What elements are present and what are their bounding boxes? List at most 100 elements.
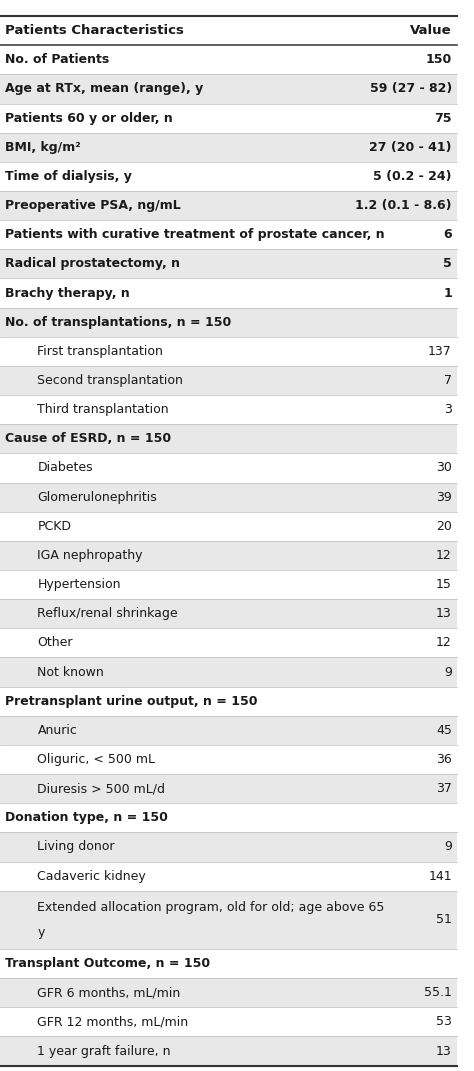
Bar xyxy=(0,1008,457,1037)
Text: 12: 12 xyxy=(436,636,452,649)
Text: Preoperative PSA, ng/mL: Preoperative PSA, ng/mL xyxy=(6,199,181,212)
Bar xyxy=(0,395,457,424)
Bar xyxy=(0,715,457,745)
Bar xyxy=(0,424,457,453)
Text: 37: 37 xyxy=(436,782,452,795)
Text: Patients 60 y or older, n: Patients 60 y or older, n xyxy=(6,111,173,124)
Text: 1 year graft failure, n: 1 year graft failure, n xyxy=(37,1044,171,1057)
Text: 9: 9 xyxy=(444,665,452,679)
Bar xyxy=(0,599,457,629)
Text: 5 (0.2 - 24): 5 (0.2 - 24) xyxy=(374,170,452,183)
Text: First transplantation: First transplantation xyxy=(37,345,164,358)
Text: 1.2 (0.1 - 8.6): 1.2 (0.1 - 8.6) xyxy=(356,199,452,212)
Text: Glomerulonephritis: Glomerulonephritis xyxy=(37,491,157,503)
Text: 15: 15 xyxy=(436,578,452,591)
Text: 5: 5 xyxy=(443,257,452,270)
Text: Radical prostatectomy, n: Radical prostatectomy, n xyxy=(6,257,181,270)
Bar xyxy=(0,16,457,45)
Text: 59 (27 - 82): 59 (27 - 82) xyxy=(370,82,452,95)
Text: 45: 45 xyxy=(436,724,452,737)
Bar xyxy=(0,250,457,278)
Text: IGA nephropathy: IGA nephropathy xyxy=(37,549,143,562)
Text: GFR 12 months, mL/min: GFR 12 months, mL/min xyxy=(37,1015,189,1028)
Text: Brachy therapy, n: Brachy therapy, n xyxy=(6,287,130,300)
Bar xyxy=(0,803,457,832)
Bar xyxy=(0,366,457,395)
Text: 27 (20 - 41): 27 (20 - 41) xyxy=(369,140,452,154)
Text: Value: Value xyxy=(410,25,452,37)
Text: Other: Other xyxy=(37,636,73,649)
Text: Patients with curative treatment of prostate cancer, n: Patients with curative treatment of pros… xyxy=(6,228,385,241)
Text: 51: 51 xyxy=(436,914,452,926)
Text: 75: 75 xyxy=(434,111,452,124)
Bar xyxy=(0,978,457,1008)
Text: 1: 1 xyxy=(443,287,452,300)
Bar xyxy=(0,512,457,541)
Text: 7: 7 xyxy=(444,374,452,387)
Bar xyxy=(0,832,457,861)
Text: 53: 53 xyxy=(436,1015,452,1028)
Bar xyxy=(0,629,457,658)
Text: Anuric: Anuric xyxy=(37,724,77,737)
Bar xyxy=(0,658,457,687)
Bar xyxy=(0,774,457,803)
Bar xyxy=(0,133,457,162)
Text: PCKD: PCKD xyxy=(37,519,72,532)
Bar xyxy=(0,949,457,978)
Text: Transplant Outcome, n = 150: Transplant Outcome, n = 150 xyxy=(6,957,210,970)
Bar xyxy=(0,278,457,307)
Text: 20: 20 xyxy=(436,519,452,532)
Text: Age at RTx, mean (range), y: Age at RTx, mean (range), y xyxy=(6,82,204,95)
Text: Hypertension: Hypertension xyxy=(37,578,121,591)
Text: 6: 6 xyxy=(443,228,452,241)
Text: No. of transplantations, n = 150: No. of transplantations, n = 150 xyxy=(6,316,232,329)
Text: 39: 39 xyxy=(436,491,452,503)
Text: Third transplantation: Third transplantation xyxy=(37,403,169,417)
Text: 9: 9 xyxy=(444,841,452,854)
Text: Patients Characteristics: Patients Characteristics xyxy=(6,25,184,37)
Text: 150: 150 xyxy=(426,54,452,66)
Bar xyxy=(0,483,457,512)
Bar xyxy=(0,74,457,104)
Text: Diuresis > 500 mL/d: Diuresis > 500 mL/d xyxy=(37,782,165,795)
Text: BMI, kg/m²: BMI, kg/m² xyxy=(6,140,81,154)
Bar xyxy=(0,687,457,715)
Bar xyxy=(0,541,457,570)
Text: Time of dialysis, y: Time of dialysis, y xyxy=(6,170,132,183)
Bar xyxy=(0,570,457,599)
Text: No. of Patients: No. of Patients xyxy=(6,54,110,66)
Text: 55.1: 55.1 xyxy=(424,986,452,999)
Text: GFR 6 months, mL/min: GFR 6 months, mL/min xyxy=(37,986,181,999)
Text: Reflux/renal shrinkage: Reflux/renal shrinkage xyxy=(37,607,178,620)
Bar xyxy=(0,221,457,250)
Text: Donation type, n = 150: Donation type, n = 150 xyxy=(6,812,168,825)
Text: 3: 3 xyxy=(444,403,452,417)
Text: Not known: Not known xyxy=(37,665,104,679)
Bar xyxy=(0,861,457,891)
Text: 13: 13 xyxy=(436,1044,452,1057)
Text: 141: 141 xyxy=(428,870,452,883)
Text: Oliguric, < 500 mL: Oliguric, < 500 mL xyxy=(37,753,155,766)
Bar xyxy=(0,191,457,221)
Bar xyxy=(0,162,457,191)
Text: Pretransplant urine output, n = 150: Pretransplant urine output, n = 150 xyxy=(6,695,258,708)
Bar xyxy=(0,336,457,366)
Text: 36: 36 xyxy=(436,753,452,766)
Text: 137: 137 xyxy=(428,345,452,358)
Text: Second transplantation: Second transplantation xyxy=(37,374,183,387)
Bar xyxy=(0,891,457,949)
Text: 12: 12 xyxy=(436,549,452,562)
Text: Cadaveric kidney: Cadaveric kidney xyxy=(37,870,146,883)
Text: Cause of ESRD, n = 150: Cause of ESRD, n = 150 xyxy=(6,433,172,446)
Bar xyxy=(0,45,457,74)
Bar xyxy=(0,745,457,774)
Text: 30: 30 xyxy=(436,462,452,474)
Text: y: y xyxy=(37,926,45,939)
Bar xyxy=(0,453,457,483)
Bar xyxy=(0,1037,457,1066)
Text: Living donor: Living donor xyxy=(37,841,115,854)
Text: Extended allocation program, old for old; age above 65: Extended allocation program, old for old… xyxy=(37,901,385,914)
Bar xyxy=(0,104,457,133)
Text: Diabetes: Diabetes xyxy=(37,462,93,474)
Text: 13: 13 xyxy=(436,607,452,620)
